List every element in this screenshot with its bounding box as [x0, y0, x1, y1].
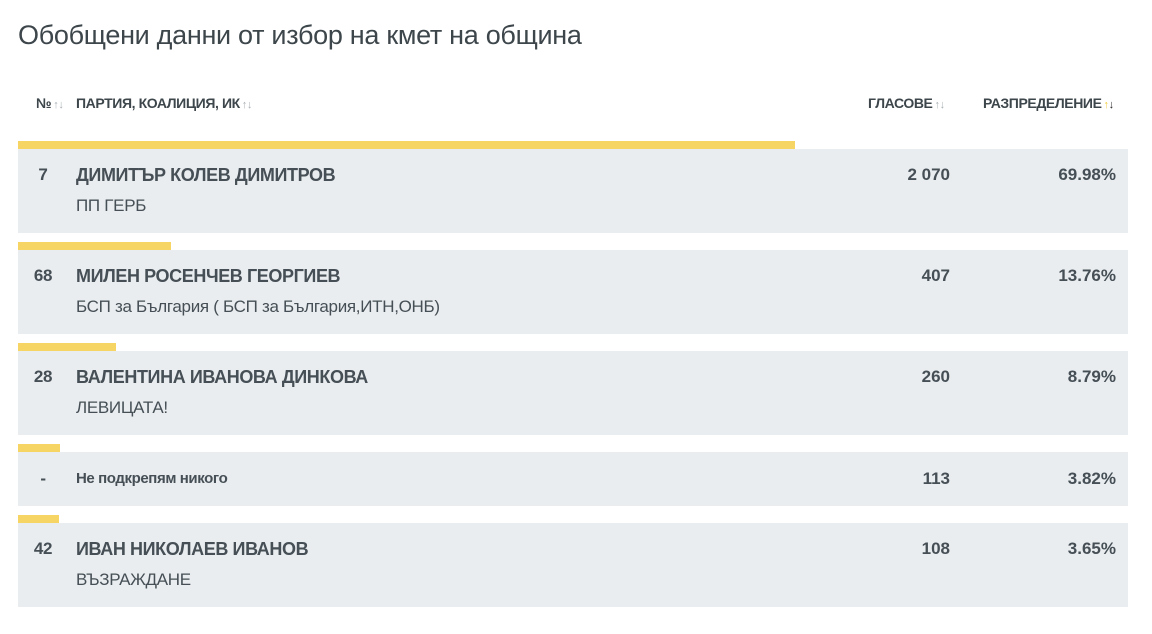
candidate-name: МИЛЕН РОСЕНЧЕВ ГЕОРГИЕВ — [76, 266, 341, 286]
share-bar — [18, 444, 61, 452]
candidate-number: 28 — [33, 367, 53, 386]
table-row: 7 ДИМИТЪР КОЛЕВ ДИМИТРОВ ПП ГЕРБ 2 070 6… — [18, 141, 1128, 233]
table-header: № ↑↓ ПАРТИЯ, КОАЛИЦИЯ, ИК ↑↓ ГЛАСОВЕ ↑↓ РАЗ… — [18, 95, 1128, 115]
page-title: Обобщени данни от избор на кмет на общин… — [18, 20, 582, 50]
candidate-party: ЛЕВИЦАТА! — [76, 398, 168, 417]
share-bar — [18, 515, 59, 523]
candidate-party: БСП за България ( БСП за България,ИТН,ОН… — [76, 297, 440, 316]
sort-arrows-icon[interactable]: ↑↓ — [53, 99, 64, 111]
votes: 108 — [921, 539, 950, 558]
candidate-party: ВЪЗРАЖДАНЕ — [76, 570, 191, 589]
sort-by-party[interactable]: ПАРТИЯ, КОАЛИЦИЯ, ИК ↑↓ — [76, 95, 252, 111]
sort-arrows-icon[interactable]: ↑↓ — [934, 99, 945, 111]
candidate-name: ИВАН НИКОЛАЕВ ИВАНОВ — [76, 539, 309, 559]
percentage: 13.76% — [1058, 266, 1116, 285]
header-votes: ГЛАСОВЕ — [868, 95, 933, 111]
table-row: 42 ИВАН НИКОЛАЕВ ИВАНОВ ВЪЗРАЖДАНЕ 108 3… — [18, 515, 1128, 607]
votes: 113 — [922, 469, 950, 488]
row-body: - Не подкрепям никого 113 3.82% — [18, 452, 1128, 506]
candidate-name: ВАЛЕНТИНА ИВАНОВА ДИНКОВА — [76, 367, 368, 387]
candidate-name: ДИМИТЪР КОЛЕВ ДИМИТРОВ — [76, 165, 336, 185]
percentage: 3.65% — [1067, 539, 1116, 558]
share-bar — [18, 141, 795, 149]
candidate-number: 68 — [33, 266, 53, 285]
row-body: 28 ВАЛЕНТИНА ИВАНОВА ДИНКОВА ЛЕВИЦАТА! 2… — [18, 351, 1128, 435]
votes: 260 — [921, 367, 950, 386]
percentage: 69.98% — [1058, 165, 1116, 184]
candidate-number: - — [40, 469, 46, 488]
sort-by-votes[interactable]: ГЛАСОВЕ ↑↓ — [868, 95, 945, 111]
header-party: ПАРТИЯ, КОАЛИЦИЯ, ИК — [76, 95, 240, 111]
candidate-party: ПП ГЕРБ — [76, 196, 147, 215]
votes: 2 070 — [907, 165, 950, 184]
row-body: 7 ДИМИТЪР КОЛЕВ ДИМИТРОВ ПП ГЕРБ 2 070 6… — [18, 149, 1128, 233]
candidate-number: 7 — [38, 165, 48, 184]
row-body: 68 МИЛЕН РОСЕНЧЕВ ГЕОРГИЕВ БСП за Българ… — [18, 250, 1128, 334]
results-table: 7 ДИМИТЪР КОЛЕВ ДИМИТРОВ ПП ГЕРБ 2 070 6… — [18, 141, 1128, 616]
sort-desc-icon[interactable]: ↑↓ — [1103, 99, 1115, 111]
votes: 407 — [921, 266, 950, 285]
candidate-number: 42 — [33, 539, 53, 558]
header-number: № — [36, 95, 52, 111]
share-bar — [18, 242, 171, 250]
row-body: 42 ИВАН НИКОЛАЕВ ИВАНОВ ВЪЗРАЖДАНЕ 108 3… — [18, 523, 1128, 607]
table-row: 28 ВАЛЕНТИНА ИВАНОВА ДИНКОВА ЛЕВИЦАТА! 2… — [18, 343, 1128, 435]
sort-arrows-icon[interactable]: ↑↓ — [241, 99, 253, 111]
sort-by-distribution[interactable]: РАЗПРЕДЕЛЕНИЕ ↑↓ — [983, 95, 1114, 111]
header-distribution: РАЗПРЕДЕЛЕНИЕ — [983, 95, 1102, 111]
candidate-name: Не подкрепям никого — [76, 470, 228, 487]
share-bar — [18, 343, 116, 351]
table-row: - Не подкрепям никого 113 3.82% — [18, 444, 1128, 506]
percentage: 3.82% — [1067, 469, 1116, 488]
percentage: 8.79% — [1067, 367, 1116, 386]
sort-by-number[interactable]: № ↑↓ — [36, 95, 64, 111]
table-row: 68 МИЛЕН РОСЕНЧЕВ ГЕОРГИЕВ БСП за Българ… — [18, 242, 1128, 334]
